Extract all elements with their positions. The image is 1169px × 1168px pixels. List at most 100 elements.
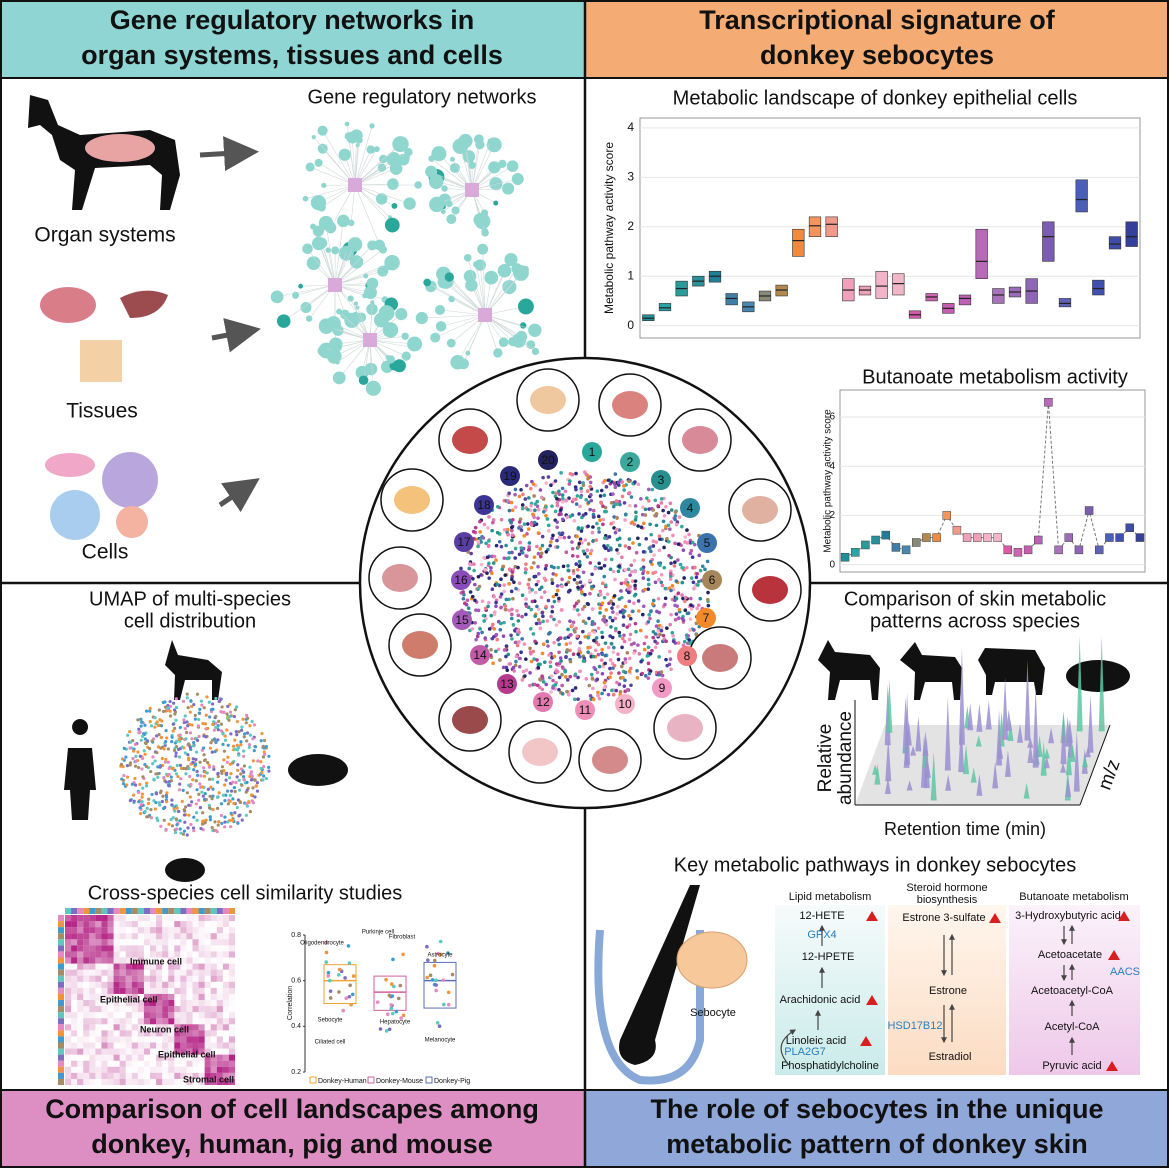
peak bbox=[930, 751, 937, 801]
atlas-point bbox=[654, 624, 659, 628]
atlas-point bbox=[544, 481, 549, 485]
atlas-point bbox=[535, 504, 540, 509]
umap-point bbox=[226, 789, 230, 793]
heat-cell bbox=[131, 993, 138, 1000]
header-line: Transcriptional signature of bbox=[699, 5, 1056, 35]
umap-point bbox=[137, 800, 141, 804]
atlas-point bbox=[507, 582, 511, 586]
heat-cell bbox=[89, 1048, 96, 1055]
atlas-point bbox=[615, 537, 620, 542]
heat-cell bbox=[186, 1000, 193, 1007]
heat-cell bbox=[168, 1006, 175, 1013]
atlas-point bbox=[502, 589, 506, 594]
atlas-point bbox=[626, 583, 630, 587]
atlas-point bbox=[491, 622, 495, 627]
atlas-point bbox=[512, 669, 516, 673]
heat-cell bbox=[126, 939, 132, 945]
umap-point bbox=[181, 788, 185, 792]
umap-point bbox=[133, 783, 138, 787]
heat-cell bbox=[83, 1072, 90, 1079]
dot bbox=[328, 989, 333, 993]
atlas-point bbox=[601, 504, 605, 508]
heat-cell bbox=[168, 927, 175, 934]
atlas-point bbox=[661, 519, 666, 524]
atlas-point bbox=[524, 554, 529, 559]
atlas-point bbox=[613, 530, 618, 535]
atlas-point bbox=[560, 672, 564, 677]
node bbox=[475, 140, 485, 150]
edge bbox=[305, 184, 356, 199]
dot bbox=[387, 1027, 392, 1032]
heat-cell bbox=[65, 933, 72, 940]
atlas-point bbox=[656, 596, 661, 601]
atlas-point bbox=[645, 654, 650, 658]
heat-cell bbox=[174, 1072, 181, 1079]
umap-point bbox=[240, 818, 244, 822]
organ-icon bbox=[452, 426, 488, 454]
point-label: Oligodendrocyte bbox=[300, 941, 344, 947]
heat-cell bbox=[192, 1054, 199, 1061]
atlas-point bbox=[654, 540, 659, 544]
heat-cell bbox=[162, 1006, 169, 1013]
atlas-point bbox=[557, 687, 561, 692]
heat-cell bbox=[125, 969, 132, 976]
heat-cell bbox=[137, 1018, 144, 1025]
heat-cell bbox=[211, 927, 217, 933]
enzyme: HSD17B12 bbox=[887, 1020, 942, 1032]
dot bbox=[438, 939, 443, 944]
umap-point bbox=[155, 816, 159, 820]
umap-point bbox=[195, 773, 200, 778]
atlas-point bbox=[498, 621, 503, 626]
atlas-point bbox=[694, 575, 699, 580]
heat-cell bbox=[83, 933, 90, 940]
atlas-point bbox=[639, 659, 643, 664]
atlas-point bbox=[657, 577, 661, 582]
atlas-point bbox=[586, 542, 591, 546]
umap-point bbox=[233, 811, 237, 815]
heat-cell bbox=[162, 993, 169, 1000]
umap-point bbox=[212, 728, 216, 732]
atlas-point bbox=[567, 496, 571, 500]
dot bbox=[441, 978, 446, 982]
annot bbox=[58, 1078, 64, 1085]
edge bbox=[310, 166, 356, 186]
atlas-point bbox=[611, 504, 616, 509]
organ-icon bbox=[592, 746, 628, 774]
atlas-point bbox=[465, 598, 470, 603]
heat-cell bbox=[125, 1060, 132, 1067]
umap-point bbox=[208, 746, 213, 750]
heat-cell bbox=[229, 1006, 235, 1012]
atlas-point bbox=[604, 509, 608, 514]
atlas-point bbox=[513, 546, 518, 551]
heat-cell bbox=[113, 981, 120, 988]
umap-point bbox=[241, 774, 246, 779]
edge bbox=[325, 222, 336, 286]
heat-cell bbox=[198, 1042, 205, 1049]
node bbox=[386, 355, 395, 364]
atlas-point bbox=[574, 502, 579, 506]
heat-cell bbox=[83, 982, 89, 988]
atlas-point bbox=[671, 533, 675, 538]
atlas-point bbox=[491, 520, 495, 525]
heat-cell bbox=[168, 981, 175, 988]
heat-cell bbox=[83, 957, 90, 964]
umap-point bbox=[169, 779, 173, 783]
umap-point bbox=[164, 740, 168, 744]
umap-point bbox=[192, 741, 196, 745]
annot bbox=[58, 963, 64, 970]
peak bbox=[945, 774, 952, 791]
atlas-point bbox=[643, 587, 647, 592]
heat-cell bbox=[162, 939, 169, 946]
follicle bbox=[594, 929, 704, 1085]
atlas-point bbox=[603, 546, 608, 550]
chart-title: Metabolic landscape of donkey epithelial… bbox=[673, 87, 1078, 109]
heatmap-label: Stromal cell bbox=[183, 1074, 234, 1084]
heat-cell bbox=[65, 1078, 72, 1085]
number-badge bbox=[652, 678, 672, 698]
umap-point bbox=[155, 734, 159, 738]
umap-point bbox=[181, 699, 186, 703]
dot bbox=[425, 944, 429, 949]
atlas-point bbox=[566, 568, 571, 573]
heat-cell bbox=[83, 1066, 90, 1073]
atlas-point bbox=[573, 686, 578, 690]
